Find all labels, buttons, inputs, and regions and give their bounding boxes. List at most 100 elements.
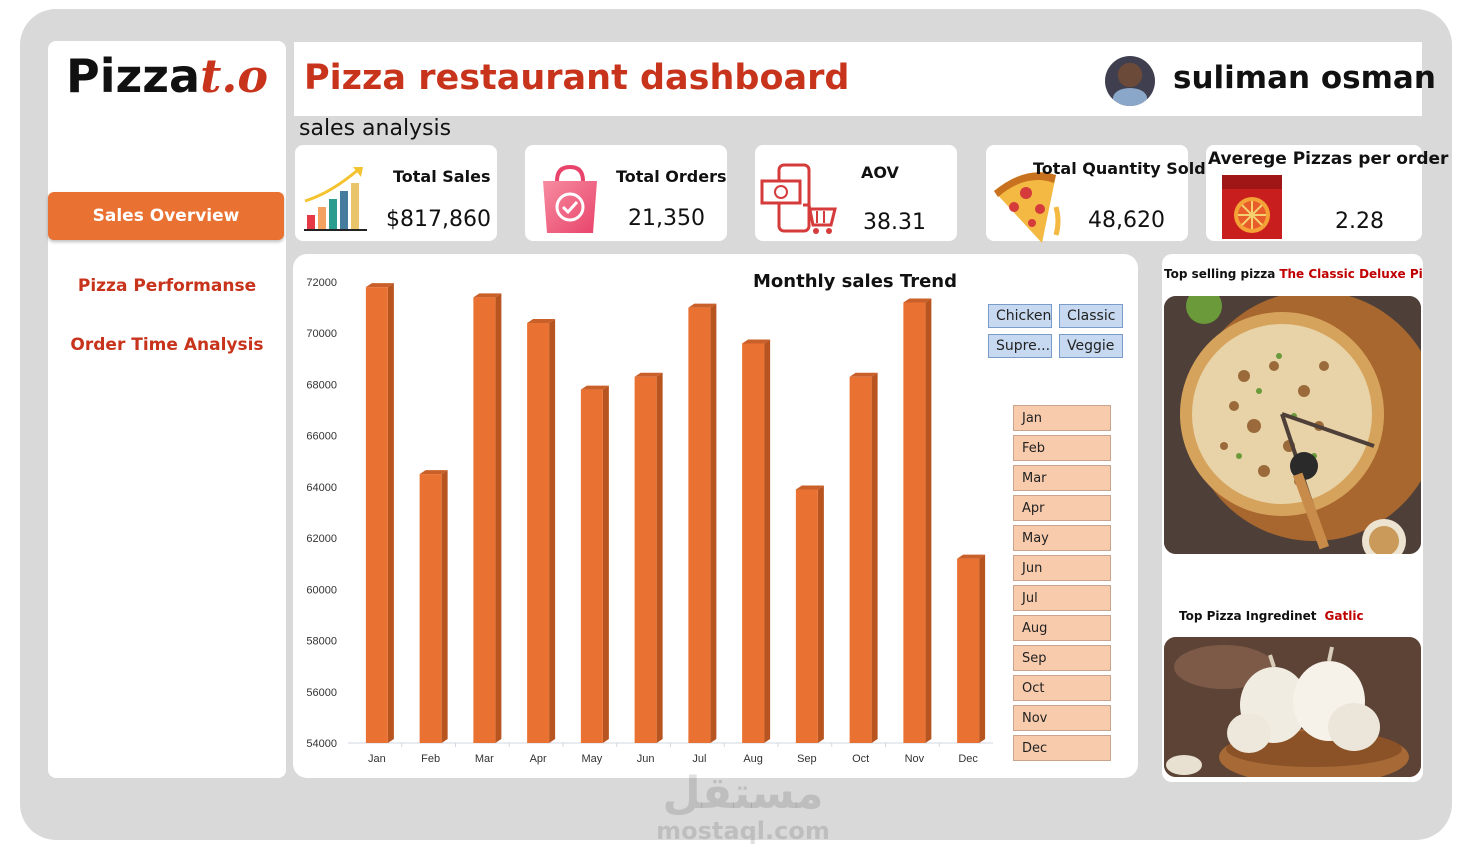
month-slicer-jun[interactable]: Jun [1013, 555, 1111, 581]
page-title: Pizza restaurant dashboard [304, 58, 850, 98]
x-tick-label: Feb [421, 753, 440, 765]
bar-side [871, 372, 878, 743]
month-slicer-feb[interactable]: Feb [1013, 435, 1111, 461]
bar-side [602, 385, 609, 743]
month-slicer-aug[interactable]: Aug [1013, 615, 1111, 641]
top-ingredient-label: Top Pizza Ingredinet [1179, 609, 1317, 623]
bar-may [580, 389, 603, 743]
garlic-image [1164, 637, 1421, 777]
watermark-latin: mostaql.com [656, 817, 830, 845]
x-tick-label: Jun [637, 753, 655, 765]
x-tick-label: Mar [475, 753, 494, 765]
y-tick-label: 54000 [306, 738, 337, 750]
watermark: مستقل mostaql.com [652, 768, 834, 845]
kpi-value: 38.31 [863, 210, 926, 235]
kpi-label: Averege Pizzas per order [1208, 149, 1449, 169]
month-slicer-jan[interactable]: Jan [1013, 405, 1111, 431]
logo-accent: t.o [200, 49, 269, 103]
bar-top [795, 485, 824, 490]
nav-pizza-performance[interactable]: Pizza Performanse [77, 276, 257, 296]
chart-title: Monthly sales Trend [753, 271, 957, 292]
kpi-value: 21,350 [628, 206, 705, 231]
bar-top [688, 303, 717, 308]
bar-chart: 54000 56000 58000 60000 62000 64000 66000 68000… [306, 277, 993, 765]
bar-top [527, 318, 556, 323]
bar-top [365, 283, 394, 288]
page-subtitle: sales analysis [299, 116, 452, 141]
month-slicer-sep[interactable]: Sep [1013, 645, 1111, 671]
kpi-value: $817,860 [386, 207, 491, 232]
bar-side [764, 339, 771, 743]
slicer-chicken[interactable]: Chicken [988, 304, 1052, 328]
kpi-total-orders: Total Orders 21,350 [525, 145, 727, 241]
x-tick-label: Nov [905, 753, 925, 765]
top-pizza-value: The Classic Deluxe Pizza [1279, 267, 1423, 281]
y-tick-label: 66000 [306, 431, 337, 443]
month-slicer-nov[interactable]: Nov [1013, 705, 1111, 731]
pizza-box-icon [1222, 175, 1282, 239]
bar-apr [527, 322, 550, 743]
y-tick-label: 68000 [306, 379, 337, 391]
bar-nov [903, 302, 926, 743]
y-tick-label: 72000 [306, 277, 337, 289]
month-slicer-jul[interactable]: Jul [1013, 585, 1111, 611]
bar-mar [473, 297, 496, 743]
kpi-label: Total Orders [616, 167, 727, 186]
top-ingredient-value: Gatlic [1324, 609, 1364, 623]
month-slicer-may[interactable]: May [1013, 525, 1111, 551]
bar-sep [795, 489, 818, 743]
bar-side [495, 293, 502, 743]
nav-order-time-analysis[interactable]: Order Time Analysis [70, 335, 264, 355]
kpi-label: Total Quantity Sold [1033, 159, 1206, 178]
slicer-classic[interactable]: Classic [1059, 304, 1123, 328]
kpi-avg-pizzas: Averege Pizzas per order 2.28 [1206, 145, 1448, 241]
kpi-aov: AOV 38.31 [755, 145, 957, 241]
payment-cart-icon [760, 163, 837, 234]
bar-top [742, 339, 771, 344]
bar-top [957, 554, 986, 559]
bar-feb [419, 474, 442, 743]
nav-sales-overview[interactable]: Sales Overview [48, 192, 284, 240]
logo-text: Pizza [66, 49, 201, 103]
month-slicer-dec[interactable]: Dec [1013, 735, 1111, 761]
month-slicer-oct[interactable]: Oct [1013, 675, 1111, 701]
bar-side [441, 470, 448, 743]
bar-aug [742, 343, 765, 743]
bar-top [580, 385, 609, 390]
x-tick-label: Jan [368, 753, 386, 765]
bar-jan [365, 287, 388, 743]
bar-side [979, 554, 986, 743]
bar-top [473, 293, 502, 298]
growth-chart-icon [304, 167, 367, 231]
bar-side [817, 485, 824, 743]
y-tick-label: 56000 [306, 687, 337, 699]
bar-side [925, 298, 932, 743]
avatar [1105, 56, 1155, 106]
month-slicer-mar[interactable]: Mar [1013, 465, 1111, 491]
bar-top [634, 372, 663, 377]
y-tick-label: 58000 [306, 636, 337, 648]
y-tick-label: 70000 [306, 328, 337, 340]
x-tick-label: Jul [692, 753, 706, 765]
pizza-image [1164, 296, 1421, 554]
y-tick-label: 62000 [306, 533, 337, 545]
kpi-value: 2.28 [1335, 209, 1384, 234]
kpi-total-sales: Total Sales $817,860 [295, 145, 497, 241]
watermark-arabic: مستقل [662, 768, 824, 819]
slicer-supreme[interactable]: Supre... [988, 334, 1052, 358]
slicer-veggie[interactable]: Veggie [1059, 334, 1123, 358]
bar-jul [688, 307, 711, 743]
month-slicer-apr[interactable]: Apr [1013, 495, 1111, 521]
bar-top [849, 372, 878, 377]
x-tick-label: Apr [530, 753, 547, 765]
kpi-value: 48,620 [1088, 208, 1165, 233]
logo: Pizzat.o [66, 49, 268, 103]
bar-side [387, 283, 394, 743]
kpi-total-quantity: Total Quantity Sold 48,620 [986, 145, 1206, 243]
bar-side [549, 318, 556, 743]
y-tick-label: 60000 [306, 584, 337, 596]
x-tick-label: Oct [852, 753, 869, 765]
bar-top [903, 298, 932, 303]
